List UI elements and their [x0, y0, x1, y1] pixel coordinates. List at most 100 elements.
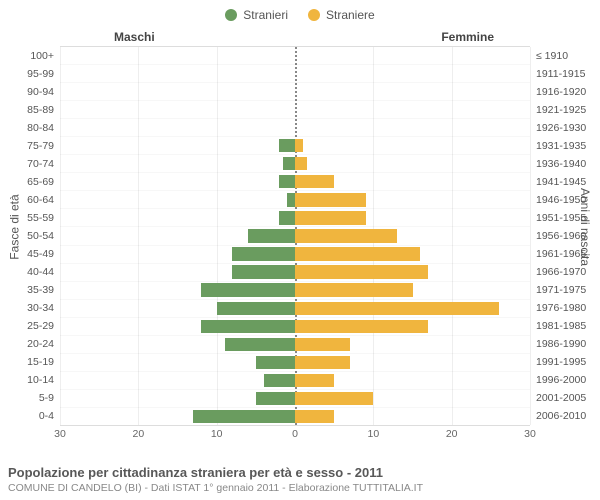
- bar-female: [295, 320, 428, 333]
- age-label: 5-9: [39, 392, 60, 404]
- bar-male: [201, 320, 295, 333]
- bar-male-container: [60, 175, 295, 188]
- bar-female: [295, 392, 373, 405]
- birth-year-label: ≤ 1910: [530, 50, 568, 62]
- x-tick: 0: [292, 428, 298, 440]
- age-row: 90-941916-1920: [60, 82, 530, 100]
- bar-male: [256, 356, 295, 369]
- age-row: 60-641946-1950: [60, 190, 530, 208]
- bar-male-container: [60, 229, 295, 242]
- birth-year-label: 1946-1950: [530, 194, 586, 206]
- bar-female-container: [295, 67, 530, 80]
- legend-label-female: Straniere: [326, 8, 375, 22]
- bar-female: [295, 175, 334, 188]
- y-axis-title-left: Fasce di età: [8, 194, 22, 259]
- bar-female-container: [295, 374, 530, 387]
- bar-female-container: [295, 175, 530, 188]
- age-label: 40-44: [27, 266, 60, 278]
- age-row: 65-691941-1945: [60, 172, 530, 190]
- birth-year-label: 1911-1915: [530, 68, 585, 80]
- bar-male-container: [60, 374, 295, 387]
- bar-male: [201, 283, 295, 296]
- bar-female: [295, 193, 366, 206]
- birth-year-label: 1936-1940: [530, 158, 586, 170]
- bar-area: [60, 175, 530, 188]
- bar-male-container: [60, 392, 295, 405]
- bar-male: [279, 139, 295, 152]
- bar-area: [60, 392, 530, 405]
- header-female: Femmine: [441, 30, 494, 44]
- bar-female-container: [295, 139, 530, 152]
- age-label: 60-64: [27, 194, 60, 206]
- age-label: 80-84: [27, 122, 60, 134]
- bar-male-container: [60, 157, 295, 170]
- age-row: 35-391971-1975: [60, 281, 530, 299]
- birth-year-label: 1961-1965: [530, 248, 586, 260]
- age-row: 95-991911-1915: [60, 64, 530, 82]
- age-label: 55-59: [27, 212, 60, 224]
- bar-female-container: [295, 211, 530, 224]
- age-row: 10-141996-2000: [60, 371, 530, 389]
- side-headers: Maschi Femmine: [4, 30, 600, 44]
- bar-male-container: [60, 121, 295, 134]
- bar-male-container: [60, 338, 295, 351]
- bar-male: [232, 265, 295, 278]
- bar-male: [225, 338, 296, 351]
- bar-female: [295, 265, 428, 278]
- birth-year-label: 1921-1925: [530, 104, 586, 116]
- age-label: 35-39: [27, 284, 60, 296]
- birth-year-label: 1981-1985: [530, 320, 586, 332]
- bar-male-container: [60, 283, 295, 296]
- age-label: 30-34: [27, 302, 60, 314]
- birth-year-label: 1956-1960: [530, 230, 586, 242]
- bar-male-container: [60, 265, 295, 278]
- legend-label-male: Stranieri: [243, 8, 288, 22]
- age-row: 70-741936-1940: [60, 154, 530, 172]
- bar-male-container: [60, 211, 295, 224]
- age-label: 45-49: [27, 248, 60, 260]
- x-tick: 30: [524, 428, 536, 440]
- plot-area: 100+≤ 191095-991911-191590-941916-192085…: [60, 46, 530, 426]
- age-row: 5-92001-2005: [60, 389, 530, 407]
- bar-male-container: [60, 193, 295, 206]
- bar-male: [256, 392, 295, 405]
- bar-female: [295, 157, 307, 170]
- bar-female: [295, 283, 413, 296]
- bar-male-container: [60, 139, 295, 152]
- bar-area: [60, 103, 530, 116]
- birth-year-label: 2006-2010: [530, 410, 586, 422]
- age-label: 95-99: [27, 68, 60, 80]
- bar-male-container: [60, 85, 295, 98]
- birth-year-label: 1986-1990: [530, 338, 586, 350]
- age-row: 30-341976-1980: [60, 299, 530, 317]
- bar-female: [295, 356, 350, 369]
- x-tick: 30: [54, 428, 66, 440]
- age-row: 20-241986-1990: [60, 335, 530, 353]
- x-tick: 20: [446, 428, 458, 440]
- bar-male: [264, 374, 295, 387]
- bar-male: [232, 247, 295, 260]
- bar-area: [60, 85, 530, 98]
- bar-female-container: [295, 103, 530, 116]
- bar-male-container: [60, 302, 295, 315]
- age-row: 45-491961-1965: [60, 245, 530, 263]
- birth-year-label: 1991-1995: [530, 356, 586, 368]
- bar-female-container: [295, 247, 530, 260]
- bar-male: [193, 410, 295, 423]
- bar-area: [60, 265, 530, 278]
- caption: Popolazione per cittadinanza straniera p…: [8, 465, 592, 494]
- age-row: 50-541956-1960: [60, 226, 530, 244]
- bar-female-container: [295, 410, 530, 423]
- bar-male-container: [60, 67, 295, 80]
- birth-year-label: 1916-1920: [530, 86, 586, 98]
- age-label: 65-69: [27, 176, 60, 188]
- bar-male-container: [60, 49, 295, 62]
- bar-female: [295, 410, 334, 423]
- bar-female: [295, 302, 499, 315]
- bar-female: [295, 229, 397, 242]
- bar-female-container: [295, 49, 530, 62]
- age-label: 85-89: [27, 104, 60, 116]
- bar-male: [279, 175, 295, 188]
- bar-female: [295, 247, 420, 260]
- bar-male: [217, 302, 295, 315]
